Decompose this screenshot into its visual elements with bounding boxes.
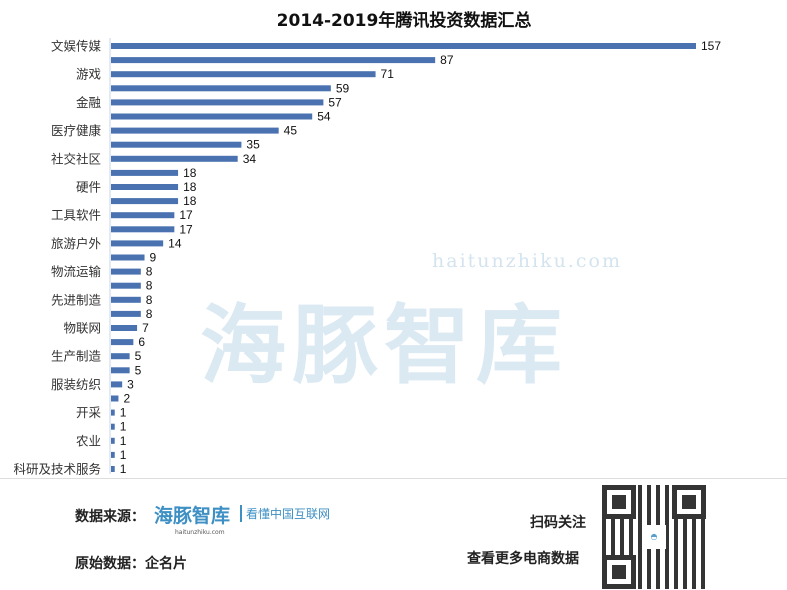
data-label: 18 xyxy=(183,194,197,208)
data-label: 8 xyxy=(146,279,153,293)
data-label: 157 xyxy=(701,39,721,53)
bar xyxy=(111,409,115,416)
bar xyxy=(111,169,179,176)
data-label: 8 xyxy=(146,307,153,321)
bar xyxy=(111,57,436,64)
bar xyxy=(111,466,115,472)
data-label: 6 xyxy=(138,335,145,349)
source-url: haitunzhiku.com xyxy=(175,529,225,536)
more-data-label: 查看更多电商数据 xyxy=(467,551,579,567)
category-tick-label: 硬件 xyxy=(76,180,101,195)
bar xyxy=(111,268,141,275)
data-label: 54 xyxy=(317,110,331,124)
bar xyxy=(111,353,130,360)
chart-title: 2014-2019年腾讯投资数据汇总 xyxy=(277,10,532,31)
bar xyxy=(111,381,123,388)
qr-code[interactable]: ◓ xyxy=(602,485,706,589)
bar xyxy=(111,437,115,444)
scan-label: 扫码关注 xyxy=(530,515,586,531)
data-label: 34 xyxy=(243,152,257,166)
source-logo: 海豚智库 xyxy=(154,505,231,527)
bar xyxy=(111,212,175,219)
category-tick-label: 服装纺织 xyxy=(51,377,101,392)
category-tick-label: 物流运输 xyxy=(51,264,102,279)
bar-chart: 2014-2019年腾讯投资数据汇总 157文娱传媒8771游戏5957金融54… xyxy=(13,10,721,477)
category-tick-label: 金融 xyxy=(76,95,102,110)
watermark-url: haitunzhiku.com xyxy=(432,250,622,272)
bar xyxy=(111,141,242,148)
data-label: 71 xyxy=(381,67,395,81)
bar xyxy=(111,423,115,430)
bar xyxy=(111,184,179,190)
category-tick-label: 旅游户外 xyxy=(51,236,102,251)
bar xyxy=(111,296,141,303)
data-label: 8 xyxy=(146,265,153,279)
category-tick-label: 科研及技术服务 xyxy=(13,462,101,477)
category-tick-label: 游戏 xyxy=(76,67,101,82)
bar xyxy=(111,198,179,205)
data-label: 1 xyxy=(120,462,127,476)
category-tick-label: 先进制造 xyxy=(51,292,102,307)
bar xyxy=(111,226,175,233)
source-label: 数据来源： xyxy=(75,509,145,525)
data-label: 8 xyxy=(146,293,153,307)
bar xyxy=(111,99,324,106)
data-label: 1 xyxy=(120,434,127,448)
bar xyxy=(111,282,141,289)
data-label: 5 xyxy=(135,349,142,363)
footer: 数据来源： 海豚智库 看懂中国互联网 haitunzhiku.com 原始数据：… xyxy=(0,478,787,590)
raw-data-label: 原始数据：企名片 xyxy=(75,556,187,572)
bar xyxy=(111,325,138,331)
bar xyxy=(111,451,115,458)
qr-logo-icon: ◓ xyxy=(642,525,666,549)
category-tick-label: 医疗健康 xyxy=(51,123,102,138)
category-tick-label: 开采 xyxy=(76,405,102,420)
data-label: 87 xyxy=(440,53,454,67)
data-label: 1 xyxy=(120,406,127,420)
data-label: 59 xyxy=(336,81,350,95)
data-label: 2 xyxy=(123,392,130,406)
data-label: 9 xyxy=(150,251,157,265)
bar xyxy=(111,127,279,134)
data-label: 5 xyxy=(135,363,142,377)
data-label: 18 xyxy=(183,166,197,180)
bar xyxy=(111,113,313,120)
watermark-logo: 海豚智库 xyxy=(200,296,568,396)
bar xyxy=(111,395,119,402)
data-label: 1 xyxy=(120,420,127,434)
bar xyxy=(111,85,331,92)
data-label: 35 xyxy=(246,138,260,152)
source-slogan: 看懂中国互联网 xyxy=(240,505,330,522)
data-label: 3 xyxy=(127,377,134,391)
data-label: 45 xyxy=(284,124,298,138)
bar xyxy=(111,155,238,162)
data-label: 57 xyxy=(328,95,342,109)
bar xyxy=(111,367,130,374)
data-label: 17 xyxy=(179,222,193,236)
category-tick-label: 社交社区 xyxy=(51,151,101,166)
data-label: 18 xyxy=(183,180,197,194)
bar xyxy=(111,339,134,346)
data-label: 7 xyxy=(142,321,149,335)
bar xyxy=(111,43,696,49)
bar xyxy=(111,310,141,317)
category-tick-label: 生产制造 xyxy=(51,349,102,364)
category-tick-label: 工具软件 xyxy=(51,208,101,223)
data-label: 17 xyxy=(179,208,193,222)
category-tick-label: 农业 xyxy=(76,433,101,448)
bar xyxy=(111,71,376,78)
data-label: 14 xyxy=(168,236,182,250)
category-tick-label: 物联网 xyxy=(63,321,101,336)
data-label: 1 xyxy=(120,448,127,462)
bar xyxy=(111,240,164,247)
bar xyxy=(111,254,145,261)
category-tick-label: 文娱传媒 xyxy=(51,39,102,54)
